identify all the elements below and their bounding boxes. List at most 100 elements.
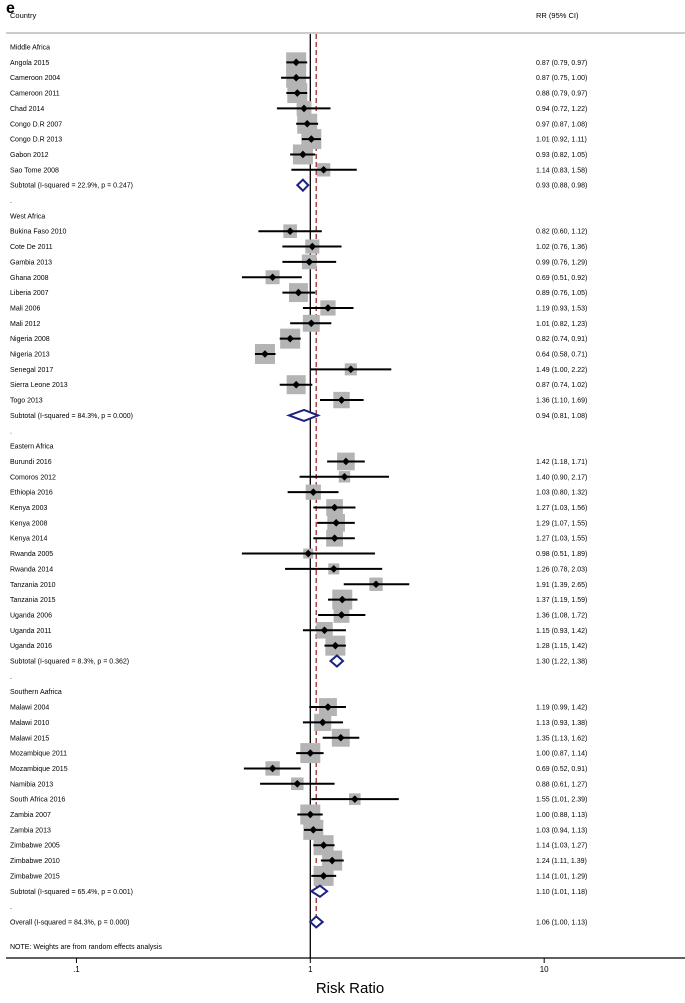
subtotal-rr-ci: 1.10 (1.01, 1.18) <box>536 889 587 896</box>
point-estimate <box>324 304 332 312</box>
study-rr-ci: 1.49 (1.00, 2.22) <box>536 367 587 374</box>
study-label: Angola 2015 <box>10 60 49 67</box>
study-label: Tanzania 2010 <box>10 582 56 589</box>
spacer-dot: . <box>10 674 12 681</box>
subtotal-rr-ci: 0.94 (0.81, 1.08) <box>536 413 587 420</box>
subtotal-label: Subtotal (I-squared = 65.4%, p = 0.001) <box>10 889 133 896</box>
study-label: Nigeria 2013 <box>10 352 50 359</box>
point-estimate <box>308 242 317 251</box>
study-rr-ci: 1.35 (1.13, 1.62) <box>536 735 587 742</box>
study-label: Congo D.R 2013 <box>10 137 62 144</box>
point-estimate <box>337 611 346 619</box>
spacer-dot: . <box>10 904 12 911</box>
study-rr-ci: 1.36 (1.08, 1.72) <box>536 612 587 619</box>
study-rr-ci: 1.15 (0.93, 1.42) <box>536 628 587 635</box>
overall-diamond <box>308 915 325 929</box>
subtotal-diamond <box>328 654 345 668</box>
point-estimate <box>268 764 277 773</box>
point-estimate <box>330 534 339 542</box>
study-rr-ci: 1.14 (1.03, 1.27) <box>536 843 587 850</box>
study-rr-ci: 0.88 (0.79, 0.97) <box>536 91 587 98</box>
point-estimate <box>294 288 303 297</box>
study-label: Cote De 2011 <box>10 244 53 251</box>
point-estimate <box>309 488 318 496</box>
point-estimate <box>332 519 340 527</box>
point-estimate <box>331 641 340 650</box>
study-label: Gabon 2012 <box>10 152 49 159</box>
x-tick-label: 10 <box>540 965 549 974</box>
point-estimate <box>330 503 339 512</box>
point-estimate <box>336 733 345 742</box>
study-label: Mali 2006 <box>10 305 40 312</box>
point-estimate <box>320 626 329 635</box>
subtotal-label: Subtotal (I-squared = 8.3%, p = 0.362) <box>10 659 129 666</box>
study-rr-ci: 1.03 (0.80, 1.32) <box>536 490 587 497</box>
point-estimate <box>306 749 315 757</box>
study-rr-ci: 1.14 (0.83, 1.58) <box>536 167 587 174</box>
x-tick-label: 1 <box>308 965 313 974</box>
point-estimate <box>337 396 346 404</box>
study-rr-ci: 0.88 (0.61, 1.27) <box>536 781 587 788</box>
subtotal-label: Subtotal (I-squared = 84.3%, p = 0.000) <box>10 413 133 420</box>
study-label: Malawi 2010 <box>10 720 49 727</box>
study-label: Uganda 2011 <box>10 628 52 635</box>
study-label: Liberia 2007 <box>10 290 49 297</box>
point-estimate <box>351 795 359 803</box>
study-rr-ci: 0.97 (0.87, 1.08) <box>536 121 587 128</box>
spacer-dot: . <box>10 198 12 205</box>
subtotal-rr-ci: 1.30 (1.22, 1.38) <box>536 659 587 666</box>
study-rr-ci: 1.27 (1.03, 1.55) <box>536 536 587 543</box>
point-estimate <box>342 457 350 466</box>
point-estimate <box>319 166 328 174</box>
study-rr-ci: 0.98 (0.51, 1.89) <box>536 551 587 558</box>
study-label: Zimbabwe 2005 <box>10 843 60 850</box>
study-label: Chad 2014 <box>10 106 44 113</box>
point-estimate <box>306 810 315 819</box>
subtotal-diamond <box>309 884 329 898</box>
study-label: Comoros 2012 <box>10 474 56 481</box>
study-rr-ci: 1.26 (0.78, 2.03) <box>536 566 587 573</box>
study-rr-ci: 1.37 (1.19, 1.59) <box>536 597 587 604</box>
study-rr-ci: 0.82 (0.60, 1.12) <box>536 229 587 236</box>
study-rr-ci: 1.40 (0.90, 2.17) <box>536 474 587 481</box>
point-estimate <box>328 856 336 865</box>
point-estimate <box>319 841 328 849</box>
point-estimate <box>309 826 318 834</box>
study-label: Kenya 2014 <box>10 536 47 543</box>
footnote: NOTE: Weights are from random effects an… <box>10 944 162 951</box>
study-label: Ghana 2008 <box>10 275 49 282</box>
study-label: Togo 2013 <box>10 398 43 405</box>
study-rr-ci: 0.94 (0.72, 1.22) <box>536 106 587 113</box>
study-label: Nigeria 2008 <box>10 336 50 343</box>
point-estimate <box>305 258 314 266</box>
subtotal-diamond <box>285 408 321 422</box>
study-rr-ci: 0.93 (0.82, 1.05) <box>536 152 587 159</box>
study-label: Senegal 2017 <box>10 367 53 374</box>
group-label: Middle Africa <box>10 45 50 52</box>
subtotal-diamond <box>295 178 310 193</box>
study-label: Zimbabwe 2010 <box>10 858 60 865</box>
study-rr-ci: 1.19 (0.99, 1.42) <box>536 705 587 712</box>
overall-rr-ci: 1.06 (1.00, 1.13) <box>536 919 587 926</box>
study-rr-ci: 0.69 (0.51, 0.92) <box>536 275 587 282</box>
study-label: Rwanda 2005 <box>10 551 53 558</box>
study-rr-ci: 0.64 (0.58, 0.71) <box>536 352 587 359</box>
point-estimate <box>292 380 300 389</box>
study-rr-ci: 1.02 (0.76, 1.36) <box>536 244 587 251</box>
study-label: Kenya 2003 <box>10 505 47 512</box>
header-country: Country <box>10 11 37 20</box>
study-rr-ci: 0.99 (0.76, 1.29) <box>536 259 587 266</box>
study-label: Malawi 2015 <box>10 735 49 742</box>
study-label: Sao Tome 2008 <box>10 167 59 174</box>
point-estimate <box>329 565 338 573</box>
study-label: Uganda 2006 <box>10 612 52 619</box>
point-estimate <box>307 319 316 328</box>
study-rr-ci: 0.87 (0.75, 1.00) <box>536 75 587 82</box>
study-rr-ci: 1.01 (0.92, 1.11) <box>536 137 587 144</box>
point-estimate <box>372 580 380 589</box>
point-estimate <box>268 273 277 282</box>
spacer-dot: . <box>10 428 12 435</box>
study-label: Zambia 2013 <box>10 827 51 834</box>
point-estimate <box>292 58 300 67</box>
